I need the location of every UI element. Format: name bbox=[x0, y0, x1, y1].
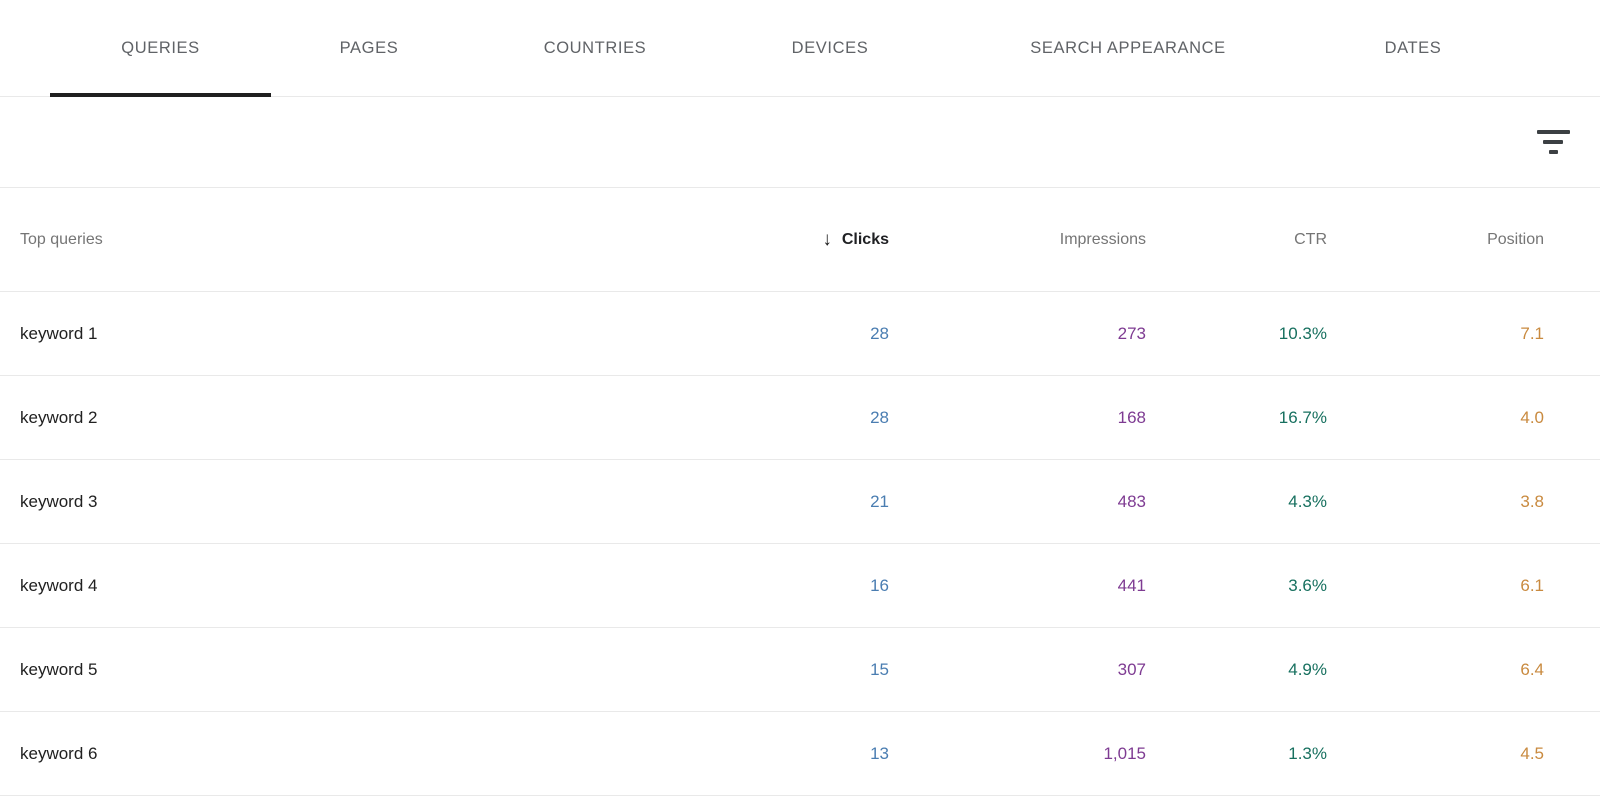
table-row[interactable]: keyword 3 21 483 4.3% 3.8 bbox=[0, 460, 1600, 544]
table-body: keyword 1 28 273 10.3% 7.1 keyword 2 28 … bbox=[0, 292, 1600, 796]
tab-search-appearance[interactable]: SEARCH APPEARANCE bbox=[1030, 38, 1226, 57]
ctr-cell: 1.3% bbox=[1288, 743, 1327, 763]
column-header-clicks[interactable]: ↓ Clicks bbox=[749, 229, 889, 251]
column-header-impressions[interactable]: Impressions bbox=[1059, 230, 1146, 248]
sort-descending-arrow-icon: ↓ bbox=[822, 228, 832, 250]
tab-dates[interactable]: DATES bbox=[1384, 38, 1442, 57]
table-row[interactable]: keyword 6 13 1,015 1.3% 4.5 bbox=[0, 712, 1600, 796]
table-row[interactable]: keyword 2 28 168 16.7% 4.0 bbox=[0, 376, 1600, 460]
query-cell[interactable]: keyword 3 bbox=[20, 491, 98, 511]
table-row[interactable]: keyword 5 15 307 4.9% 6.4 bbox=[0, 628, 1600, 712]
position-cell: 6.4 bbox=[1520, 659, 1544, 679]
clicks-cell: 15 bbox=[870, 659, 889, 679]
ctr-cell: 3.6% bbox=[1288, 575, 1327, 595]
impressions-cell: 307 bbox=[1117, 659, 1146, 679]
query-cell[interactable]: keyword 1 bbox=[20, 323, 98, 343]
position-cell: 4.0 bbox=[1520, 407, 1544, 427]
filter-rows-button[interactable] bbox=[1531, 120, 1575, 164]
column-header-position[interactable]: Position bbox=[1487, 230, 1544, 248]
position-cell: 7.1 bbox=[1520, 323, 1544, 343]
ctr-cell: 4.3% bbox=[1288, 491, 1327, 511]
query-cell[interactable]: keyword 2 bbox=[20, 407, 98, 427]
column-header-clicks-label: Clicks bbox=[841, 230, 889, 248]
tab-queries[interactable]: QUERIES bbox=[50, 0, 271, 97]
query-cell[interactable]: keyword 6 bbox=[20, 743, 98, 763]
table-row[interactable]: keyword 1 28 273 10.3% 7.1 bbox=[0, 292, 1600, 376]
impressions-cell: 273 bbox=[1117, 323, 1146, 343]
tab-pages[interactable]: PAGES bbox=[339, 38, 399, 57]
ctr-cell: 4.9% bbox=[1288, 659, 1327, 679]
report-tabbar: QUERIES PAGES COUNTRIES DEVICES SEARCH A… bbox=[0, 0, 1600, 97]
position-cell: 6.1 bbox=[1520, 575, 1544, 595]
table-header-row: Top queries ↓ Clicks Impressions CTR Pos… bbox=[0, 188, 1600, 292]
query-cell[interactable]: keyword 4 bbox=[20, 575, 98, 595]
tab-countries[interactable]: COUNTRIES bbox=[543, 38, 647, 57]
column-header-ctr[interactable]: CTR bbox=[1294, 230, 1327, 248]
impressions-cell: 168 bbox=[1117, 407, 1146, 427]
tab-devices[interactable]: DEVICES bbox=[791, 38, 869, 57]
clicks-cell: 13 bbox=[870, 743, 889, 763]
table-toolbar bbox=[0, 97, 1600, 188]
ctr-cell: 10.3% bbox=[1278, 323, 1327, 343]
position-cell: 4.5 bbox=[1520, 743, 1544, 763]
clicks-cell: 21 bbox=[870, 491, 889, 511]
clicks-cell: 28 bbox=[870, 407, 889, 427]
ctr-cell: 16.7% bbox=[1278, 407, 1327, 427]
position-cell: 3.8 bbox=[1520, 491, 1544, 511]
clicks-cell: 16 bbox=[870, 575, 889, 595]
filter-list-icon bbox=[1536, 130, 1570, 154]
impressions-cell: 441 bbox=[1117, 575, 1146, 595]
clicks-cell: 28 bbox=[870, 323, 889, 343]
query-cell[interactable]: keyword 5 bbox=[20, 659, 98, 679]
impressions-cell: 1,015 bbox=[1103, 743, 1146, 763]
table-row[interactable]: keyword 4 16 441 3.6% 6.1 bbox=[0, 544, 1600, 628]
column-header-top-queries[interactable]: Top queries bbox=[20, 230, 103, 248]
impressions-cell: 483 bbox=[1117, 491, 1146, 511]
